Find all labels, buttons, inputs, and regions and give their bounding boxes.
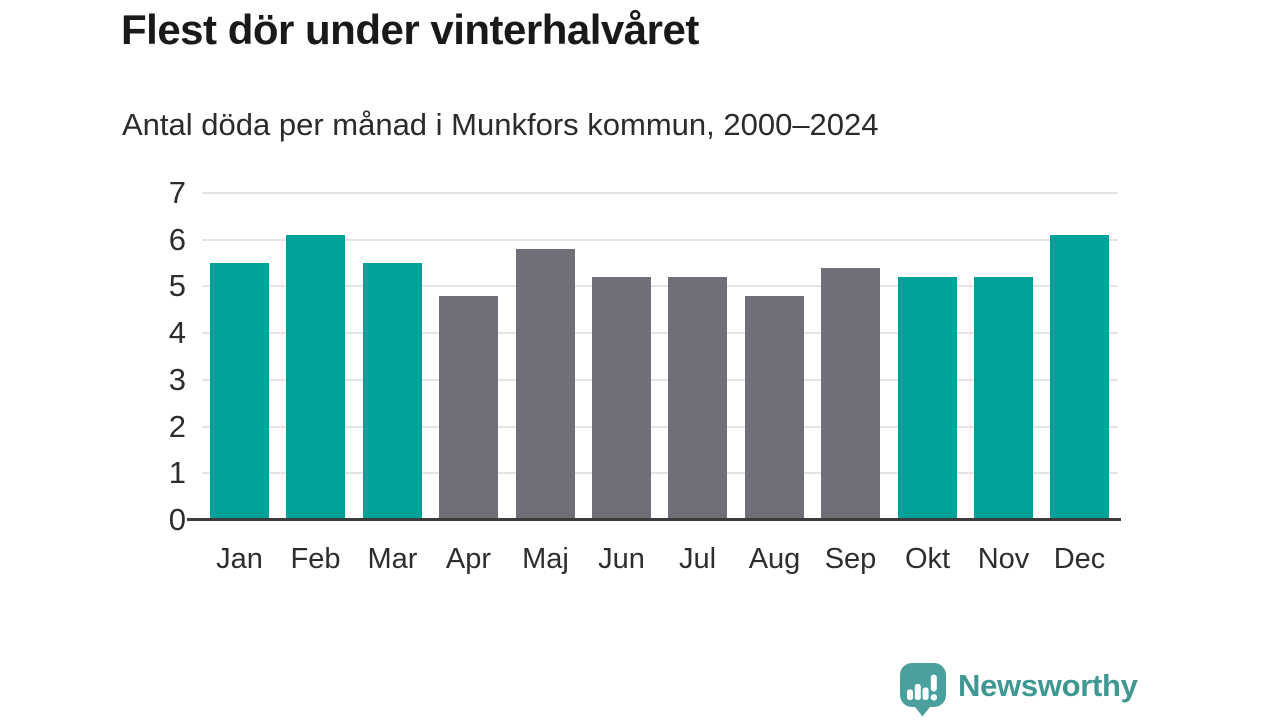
y-tick-label-4: 4: [168, 315, 186, 350]
bar-jun: [592, 277, 651, 520]
y-tick-label-1: 1: [168, 455, 186, 490]
x-tick-label-maj: Maj: [522, 543, 569, 575]
y-tick-label-3: 3: [168, 362, 186, 397]
newsworthy-logo: Newsworthy: [898, 661, 1138, 718]
x-tick-label-aug: Aug: [748, 543, 801, 575]
y-tick-label-6: 6: [168, 222, 186, 257]
gridline-6: [202, 239, 1118, 241]
newsworthy-logo-text: Newsworthy: [958, 667, 1138, 703]
bar-apr: [439, 296, 498, 520]
gridline-1: [202, 472, 1118, 474]
x-tick-label-nov: Nov: [977, 543, 1030, 575]
x-tick-label-apr: Apr: [445, 543, 492, 575]
chart-title: Flest dör under vinterhalvåret: [121, 6, 699, 53]
y-tick-label-0: 0: [168, 502, 186, 537]
bar-nov: [974, 277, 1033, 520]
gridline-2: [202, 426, 1118, 428]
bar-aug: [745, 296, 804, 520]
gridline-5: [202, 285, 1118, 287]
x-tick-label-okt: Okt: [904, 543, 951, 575]
gridline-7: [202, 192, 1118, 194]
chart-subtitle: Antal döda per månad i Munkfors kommun, …: [122, 107, 879, 142]
x-axis-line: [187, 518, 1121, 521]
bar-feb: [286, 235, 345, 520]
gridline-3: [202, 379, 1118, 381]
bar-jul: [668, 277, 727, 520]
y-tick-label-2: 2: [168, 409, 186, 444]
x-tick-label-jun: Jun: [598, 543, 645, 575]
newsworthy-logo-icon: [900, 663, 946, 717]
bar-jan: [210, 263, 269, 520]
x-tick-label-mar: Mar: [367, 543, 418, 575]
bar-mar: [363, 263, 422, 520]
y-tick-label-5: 5: [168, 268, 186, 303]
x-tick-label-sep: Sep: [824, 543, 877, 575]
bar-okt: [898, 277, 957, 520]
x-tick-label-jul: Jul: [678, 543, 717, 575]
y-tick-label-7: 7: [168, 175, 186, 210]
x-tick-label-dec: Dec: [1053, 543, 1106, 575]
bar-sep: [821, 268, 880, 520]
x-tick-label-jan: Jan: [216, 543, 263, 575]
x-tick-label-feb: Feb: [290, 543, 341, 575]
gridline-4: [202, 332, 1118, 334]
bar-dec: [1050, 235, 1109, 520]
bar-maj: [516, 249, 575, 520]
